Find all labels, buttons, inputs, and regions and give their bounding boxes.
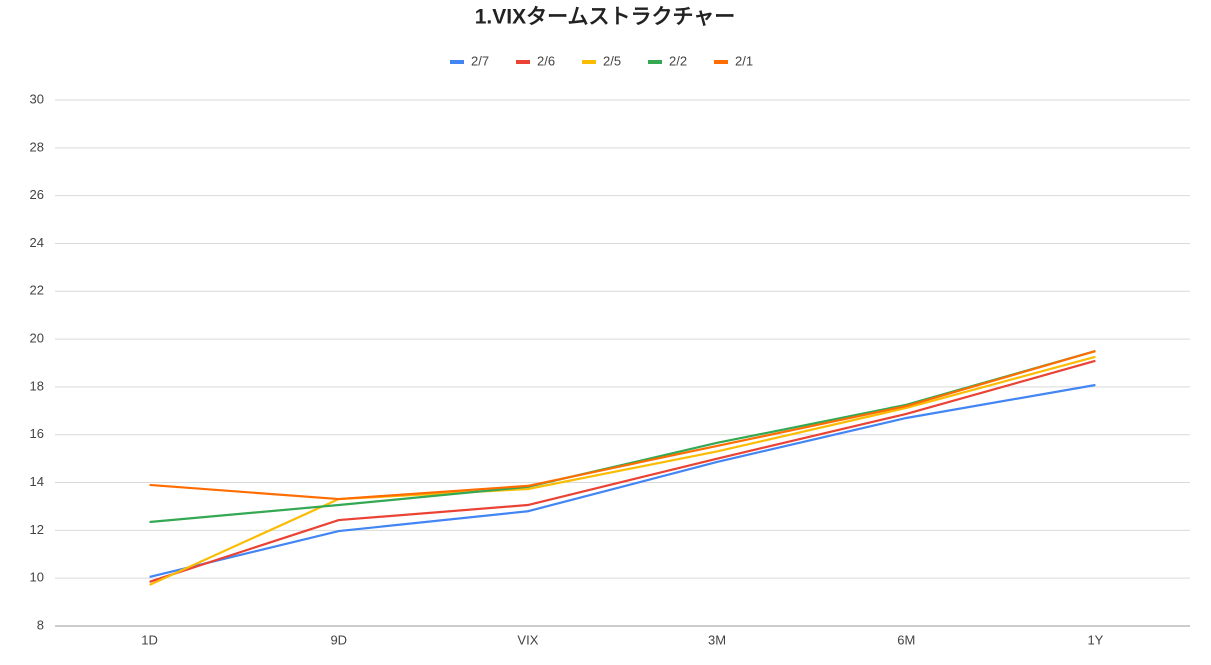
y-tick-label: 16: [30, 426, 44, 441]
series-line: [149, 383, 1096, 579]
x-tick-label: 3M: [708, 632, 726, 647]
x-tick-label: VIX: [517, 632, 538, 647]
legend-label: 2/5: [603, 53, 621, 68]
y-tick-label: 10: [30, 570, 44, 585]
y-tick-label: 28: [30, 139, 44, 154]
x-tick-label: 1Y: [1087, 632, 1103, 647]
legend-label: 2/6: [537, 53, 555, 68]
legend-label: 2/2: [669, 53, 687, 68]
y-tick-label: 30: [30, 91, 44, 106]
y-tick-label: 14: [30, 474, 44, 489]
legend-label: 2/7: [471, 53, 489, 68]
y-tick-label: 18: [30, 378, 44, 393]
series-line: [149, 355, 1096, 586]
x-tick-label: 9D: [330, 632, 347, 647]
y-tick-label: 8: [37, 617, 44, 632]
y-tick-label: 22: [30, 283, 44, 298]
y-tick-label: 24: [30, 235, 44, 250]
legend-label: 2/1: [735, 53, 753, 68]
x-tick-label: 6M: [897, 632, 915, 647]
chart-title: 1.VIXタームストラクチャー: [475, 6, 736, 29]
x-tick-label: 1D: [141, 632, 158, 647]
y-tick-label: 12: [30, 522, 44, 537]
y-tick-label: 26: [30, 187, 44, 202]
y-tick-label: 20: [30, 331, 44, 346]
series-line: [149, 349, 1096, 501]
series-line: [149, 359, 1096, 583]
